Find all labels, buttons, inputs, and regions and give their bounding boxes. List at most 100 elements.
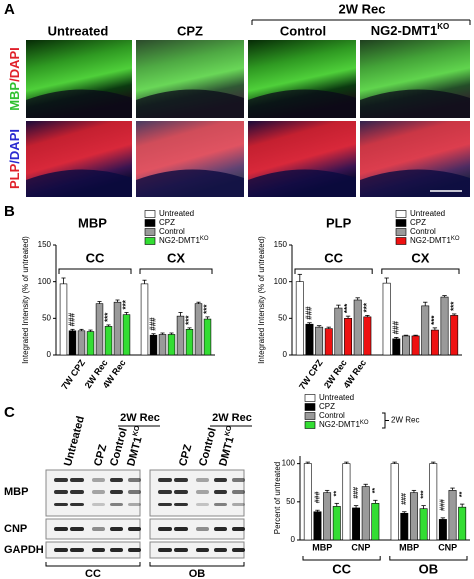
bar	[411, 335, 420, 356]
micrographs	[26, 40, 470, 197]
blot-band	[158, 503, 172, 506]
bar	[401, 335, 410, 356]
x-tick-label: 7W CPZ	[59, 357, 87, 391]
blot-band	[232, 478, 245, 482]
tissue-shadow	[26, 89, 470, 118]
blot-band	[158, 478, 172, 482]
bar	[450, 315, 459, 356]
blot-band	[128, 478, 141, 482]
rec-label: 2W Rec	[339, 1, 386, 16]
y-tick-label: 150	[274, 240, 288, 249]
group-bracket	[302, 556, 381, 561]
blot-band	[174, 548, 188, 552]
lane-label-sup: KO	[132, 425, 142, 437]
blot-band	[158, 548, 172, 552]
bands	[54, 478, 245, 552]
bar	[352, 507, 361, 541]
bar	[382, 282, 391, 356]
panel-label: B	[4, 203, 15, 220]
blot-band	[70, 490, 84, 494]
legend-label-text: Control	[319, 411, 345, 420]
blot-band	[214, 490, 227, 494]
row-label: MBP/DAPI	[7, 47, 22, 111]
row-counter: /DAPI	[7, 47, 22, 82]
significance: ###	[401, 493, 408, 505]
column-label-text: NG2-DMT1	[371, 23, 437, 38]
blot-band	[70, 527, 84, 531]
group-bracket	[381, 268, 460, 274]
bar	[59, 283, 68, 356]
legend-label-text: NG2-DMT1	[410, 236, 451, 245]
blot-band	[70, 548, 84, 552]
legend-label-text: Untreated	[159, 209, 194, 218]
significance: ###	[353, 487, 360, 499]
blot-band	[214, 503, 227, 506]
bar	[363, 316, 372, 356]
significance: ###	[305, 306, 314, 320]
lane-label: CPZ	[177, 443, 194, 468]
bar	[361, 486, 370, 541]
blot-band	[174, 527, 188, 531]
group-label: OB	[419, 561, 439, 576]
legend-bracket-label: 2W Rec	[391, 416, 419, 425]
bar	[185, 329, 194, 356]
bar	[400, 512, 409, 541]
legend-label: Control	[410, 227, 436, 236]
blot-band	[214, 478, 227, 482]
bar	[122, 314, 131, 356]
significance: ***	[430, 315, 439, 325]
blot-band	[110, 478, 123, 482]
blot-band	[196, 527, 209, 531]
bar	[419, 508, 428, 541]
bar	[68, 330, 77, 356]
y-tick-label: 0	[283, 350, 288, 359]
bar	[448, 490, 457, 541]
legend-label-text: NG2-DMT1	[159, 236, 200, 245]
bar	[158, 334, 167, 356]
bar	[203, 318, 212, 356]
y-tick-label: 0	[291, 535, 296, 544]
panel-label: A	[4, 1, 15, 18]
bar	[77, 330, 86, 356]
group-label: CX	[167, 250, 185, 265]
blot-band	[92, 490, 105, 494]
y-tick-label: 50	[286, 497, 295, 506]
blot-band	[196, 503, 209, 506]
bar	[344, 318, 353, 356]
blot-box	[149, 469, 245, 517]
group-label: CC	[86, 250, 105, 265]
x-tick-label: 7W CPZ	[297, 357, 325, 391]
blot-band	[92, 503, 105, 506]
bar	[149, 334, 158, 356]
lane-label-sup: KO	[224, 425, 234, 437]
column-label-sup: KO	[437, 22, 449, 31]
significance: ###	[391, 321, 400, 335]
legend-bracket	[382, 412, 389, 429]
legend-label-text: Untreated	[319, 393, 354, 402]
region-label: OB	[189, 568, 206, 579]
blot-band	[54, 490, 68, 494]
blot-band	[110, 503, 123, 506]
legend-swatch	[304, 421, 316, 429]
bar	[313, 511, 322, 541]
blot-band	[232, 527, 245, 531]
blot-band	[174, 503, 188, 506]
column-label: CPZ	[177, 23, 203, 38]
legend-label-sup: KO	[200, 236, 209, 242]
column-label: NG2-DMT1KO	[371, 22, 449, 38]
bar	[324, 328, 333, 356]
significance: ***	[104, 312, 113, 322]
blot-band	[196, 548, 209, 552]
legend-label: CPZ	[159, 218, 175, 227]
significance: ###	[314, 491, 321, 503]
legend-label-text: Control	[410, 227, 436, 236]
bar	[176, 315, 185, 356]
group-label: CC	[324, 250, 343, 265]
x-tick-label: CNP	[351, 542, 370, 552]
blot-band	[158, 490, 172, 494]
legend-label: NG2-DMT1KO	[159, 236, 209, 246]
legend-label-sup: KO	[451, 236, 460, 242]
blot-band	[110, 548, 123, 552]
bar	[430, 329, 439, 356]
blot-row-label: CNP	[4, 523, 27, 535]
